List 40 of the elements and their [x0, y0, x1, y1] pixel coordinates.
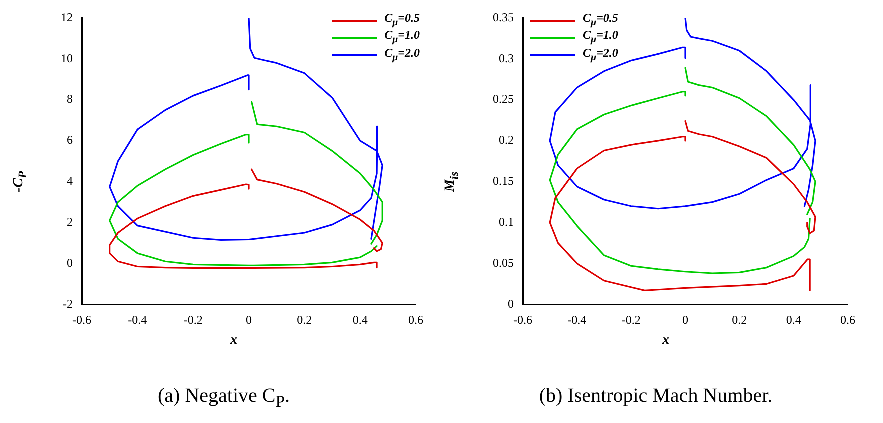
legend-label: C$_{μ}$=2.0	[384, 46, 420, 64]
x-tick-label: -0.6	[514, 312, 532, 327]
y-tick-label: 8	[67, 92, 73, 106]
y-tick-label: 6	[67, 133, 73, 148]
y-tick-label: 0	[67, 256, 73, 270]
y-tick-label: 0.3	[499, 51, 514, 66]
legend-label: C$_{μ}$=1.0	[583, 28, 618, 47]
x-axis-title: x	[661, 333, 670, 349]
x-tick-label: -0.2	[184, 312, 203, 327]
x-tick-label: -0.2	[622, 312, 641, 327]
y-tick-label: 12	[61, 10, 73, 24]
x-tick-label: -0.6	[72, 312, 92, 327]
x-tick-label: 0	[682, 312, 688, 327]
y-tick-label: 4	[67, 174, 73, 188]
x-tick-label: 0.4	[352, 312, 368, 327]
y-tick-label: 0.15	[493, 174, 514, 188]
legend-label: C$_{μ}$=0.5	[384, 11, 420, 30]
legend-label: C$_{μ}$=0.5	[583, 11, 618, 30]
y-tick-label: 0.05	[493, 256, 514, 270]
text: (a) Negative C$_{P}$.	[157, 385, 291, 412]
x-tick-label: 0.6	[408, 312, 424, 327]
y-tick-label: 0	[508, 296, 514, 311]
x-tick-label: -0.4	[128, 312, 148, 327]
x-tick-label: 0.6	[840, 312, 856, 327]
y-tick-label: 0.25	[493, 92, 514, 106]
legend-label: C$_{μ}$=1.0	[384, 28, 420, 47]
x-tick-label: 0	[246, 312, 252, 327]
y-tick-label: 2	[67, 214, 73, 229]
text: (b) Isentropic Mach Number.	[538, 385, 774, 408]
x-axis-title: x	[229, 333, 238, 349]
x-tick-label: 0.4	[786, 312, 802, 327]
x-tick-label: 0.2	[732, 312, 748, 327]
y-tick-label: -2	[63, 296, 73, 311]
y-tick-label: 10	[61, 51, 73, 66]
legend-label: C$_{μ}$=2.0	[583, 46, 618, 64]
x-tick-label: -0.4	[568, 312, 587, 327]
x-tick-label: 0.2	[297, 312, 312, 327]
y-tick-label: 0.35	[493, 10, 514, 24]
y-tick-label: 0.2	[499, 133, 514, 148]
y-tick-label: 0.1	[499, 214, 514, 229]
